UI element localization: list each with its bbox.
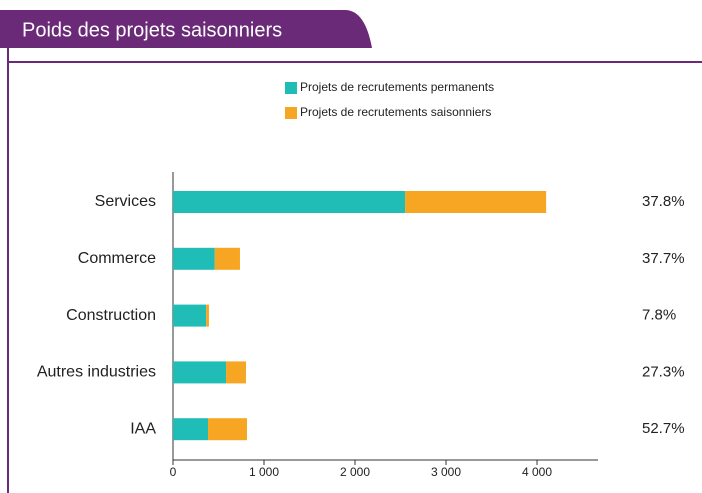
- chart-title: Poids des projets saisonniers: [22, 19, 282, 41]
- x-tick-label: 4 000: [522, 465, 552, 479]
- category-label: Construction: [66, 307, 156, 324]
- x-tick-label: 1 000: [249, 465, 279, 479]
- category-label: Commerce: [78, 250, 156, 267]
- bar-segment: [206, 304, 209, 327]
- share-label: 27.3%: [642, 363, 685, 380]
- share-label: 52.7%: [642, 420, 685, 437]
- category-label: Services: [95, 193, 156, 210]
- bar-segment: [226, 361, 246, 384]
- header-tab: [0, 10, 372, 48]
- x-tick-label: 2 000: [340, 465, 370, 479]
- bar-segment: [173, 191, 406, 213]
- bar-segment: [405, 191, 547, 213]
- share-label: 37.8%: [642, 193, 685, 210]
- legend-swatch: [285, 107, 297, 119]
- x-tick-label: 3 000: [431, 465, 461, 479]
- bar-segment: [173, 361, 227, 384]
- legend-swatch: [285, 82, 297, 94]
- bar-segment: [173, 247, 215, 270]
- bar-segment: [214, 247, 240, 270]
- legend-label: Projets de recrutements saisonniers: [300, 105, 491, 119]
- bar-segment: [208, 418, 247, 441]
- category-label: IAA: [130, 420, 156, 437]
- bar-segment: [173, 304, 207, 327]
- bar-segment: [173, 418, 209, 441]
- x-tick-label: 0: [170, 465, 177, 479]
- legend-label: Projets de recrutements permanents: [300, 80, 494, 94]
- share-label: 37.7%: [642, 250, 685, 267]
- share-label: 7.8%: [642, 307, 676, 324]
- category-label: Autres industries: [37, 364, 156, 381]
